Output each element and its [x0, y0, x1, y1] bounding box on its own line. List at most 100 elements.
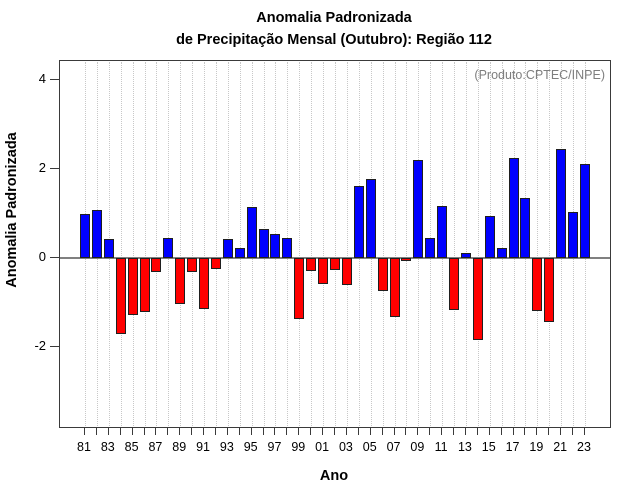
x-axis-title: Ano [319, 468, 349, 484]
bar-negative [139, 258, 150, 313]
bar-negative [199, 258, 210, 310]
chart-subtitle: de Precipitação Mensal (Outubro): Região… [176, 32, 492, 48]
x-axis-tick [488, 428, 490, 435]
x-axis-tick-label: 87 [148, 440, 163, 454]
x-axis-tick [238, 428, 240, 435]
x-axis-tick [334, 428, 335, 435]
grid-line [549, 62, 551, 426]
grid-line [477, 62, 479, 426]
bar-positive [520, 197, 531, 258]
x-axis-tick [369, 428, 371, 435]
x-axis-tick [536, 428, 538, 435]
bar-positive [80, 213, 90, 258]
x-axis-tick [155, 428, 157, 435]
x-axis-tick [584, 428, 585, 435]
y-axis-tick [50, 257, 59, 258]
x-axis-tick [107, 428, 109, 435]
x-axis-tick [393, 428, 395, 435]
y-axis-tick [50, 168, 59, 170]
x-axis-tick [322, 428, 324, 435]
x-axis-tick-label: 81 [77, 440, 91, 454]
x-axis-tick-label: 97 [267, 440, 282, 454]
grid-line [156, 62, 158, 426]
bar-positive [258, 228, 269, 258]
x-axis-tick [143, 428, 145, 435]
x-axis-tick [429, 428, 431, 435]
x-axis-tick-label: 85 [124, 440, 139, 454]
x-axis-tick [524, 428, 526, 435]
bar-negative [151, 258, 162, 272]
x-axis-tick-label: 05 [362, 440, 377, 454]
x-axis-tick-label: 03 [338, 440, 353, 454]
grid-line [537, 62, 539, 426]
bar-positive [91, 209, 102, 258]
x-axis-tick [286, 428, 288, 435]
bar-positive [413, 160, 424, 258]
x-axis-tick [345, 428, 347, 435]
x-axis-tick [310, 428, 312, 435]
bar-positive [580, 163, 590, 258]
x-axis-tick [191, 428, 193, 435]
bar-negative [187, 258, 198, 273]
chart-title: Anomalia Padronizada [256, 10, 412, 26]
bar-negative [210, 258, 221, 270]
x-axis-tick-label: 09 [410, 440, 425, 454]
x-axis-tick [453, 428, 455, 435]
bar-negative [544, 258, 555, 322]
x-axis-tick-label: 89 [172, 440, 187, 454]
product-annotation: (Produto:CPTEC/INPE) [474, 68, 605, 82]
bar-negative [306, 258, 317, 272]
bar-positive [437, 205, 448, 258]
x-axis-tick [131, 428, 133, 435]
y-axis-tick-label: 2 [38, 160, 46, 176]
bar-positive [163, 238, 174, 258]
plot-area [59, 60, 611, 428]
bar-negative [127, 258, 138, 315]
grid-line [192, 62, 194, 426]
x-axis-tick [417, 428, 419, 435]
bar-positive [508, 157, 519, 258]
bar-positive [246, 207, 257, 258]
x-axis-tick [476, 428, 478, 435]
grid-line [144, 62, 146, 426]
x-axis-tick [464, 428, 466, 435]
x-axis-tick [560, 428, 562, 435]
grid-line [180, 62, 182, 426]
bar-negative [175, 258, 186, 304]
x-axis-tick-label: 17 [505, 440, 520, 454]
chart-title-block: Anomalia Padronizada de Precipitação Men… [59, 7, 609, 51]
bar-positive [568, 212, 579, 258]
x-axis-tick-label: 15 [481, 440, 496, 454]
x-axis-tick-label: 93 [219, 440, 234, 454]
bar-positive [365, 179, 376, 258]
grid-line [406, 62, 408, 426]
x-axis-tick [167, 428, 169, 435]
grid-line [501, 62, 503, 426]
bar-negative [389, 258, 400, 317]
y-axis-tick-label: 4 [38, 71, 46, 87]
bar-positive [460, 252, 471, 258]
x-axis-tick-label: 19 [529, 440, 544, 454]
bar-negative [330, 258, 340, 270]
x-axis-tick [226, 428, 228, 435]
grid-line [323, 62, 325, 426]
grid-line [299, 62, 301, 426]
x-axis-tick-label: 23 [577, 440, 591, 454]
x-axis-tick [441, 428, 443, 435]
x-axis-tick [274, 428, 276, 435]
bar-positive [484, 215, 495, 258]
x-axis-tick [548, 428, 550, 435]
x-axis-tick [512, 428, 514, 435]
bar-positive [353, 185, 364, 258]
bar-positive [496, 247, 507, 258]
bar-negative [377, 258, 388, 292]
x-axis-tick [298, 428, 300, 435]
bar-positive [222, 238, 233, 258]
y-axis-tick [50, 345, 59, 347]
bar-negative [341, 258, 352, 285]
bar-positive [425, 238, 436, 258]
grid-line [394, 62, 396, 426]
grid-line [311, 62, 313, 426]
x-axis-tick [381, 428, 383, 435]
